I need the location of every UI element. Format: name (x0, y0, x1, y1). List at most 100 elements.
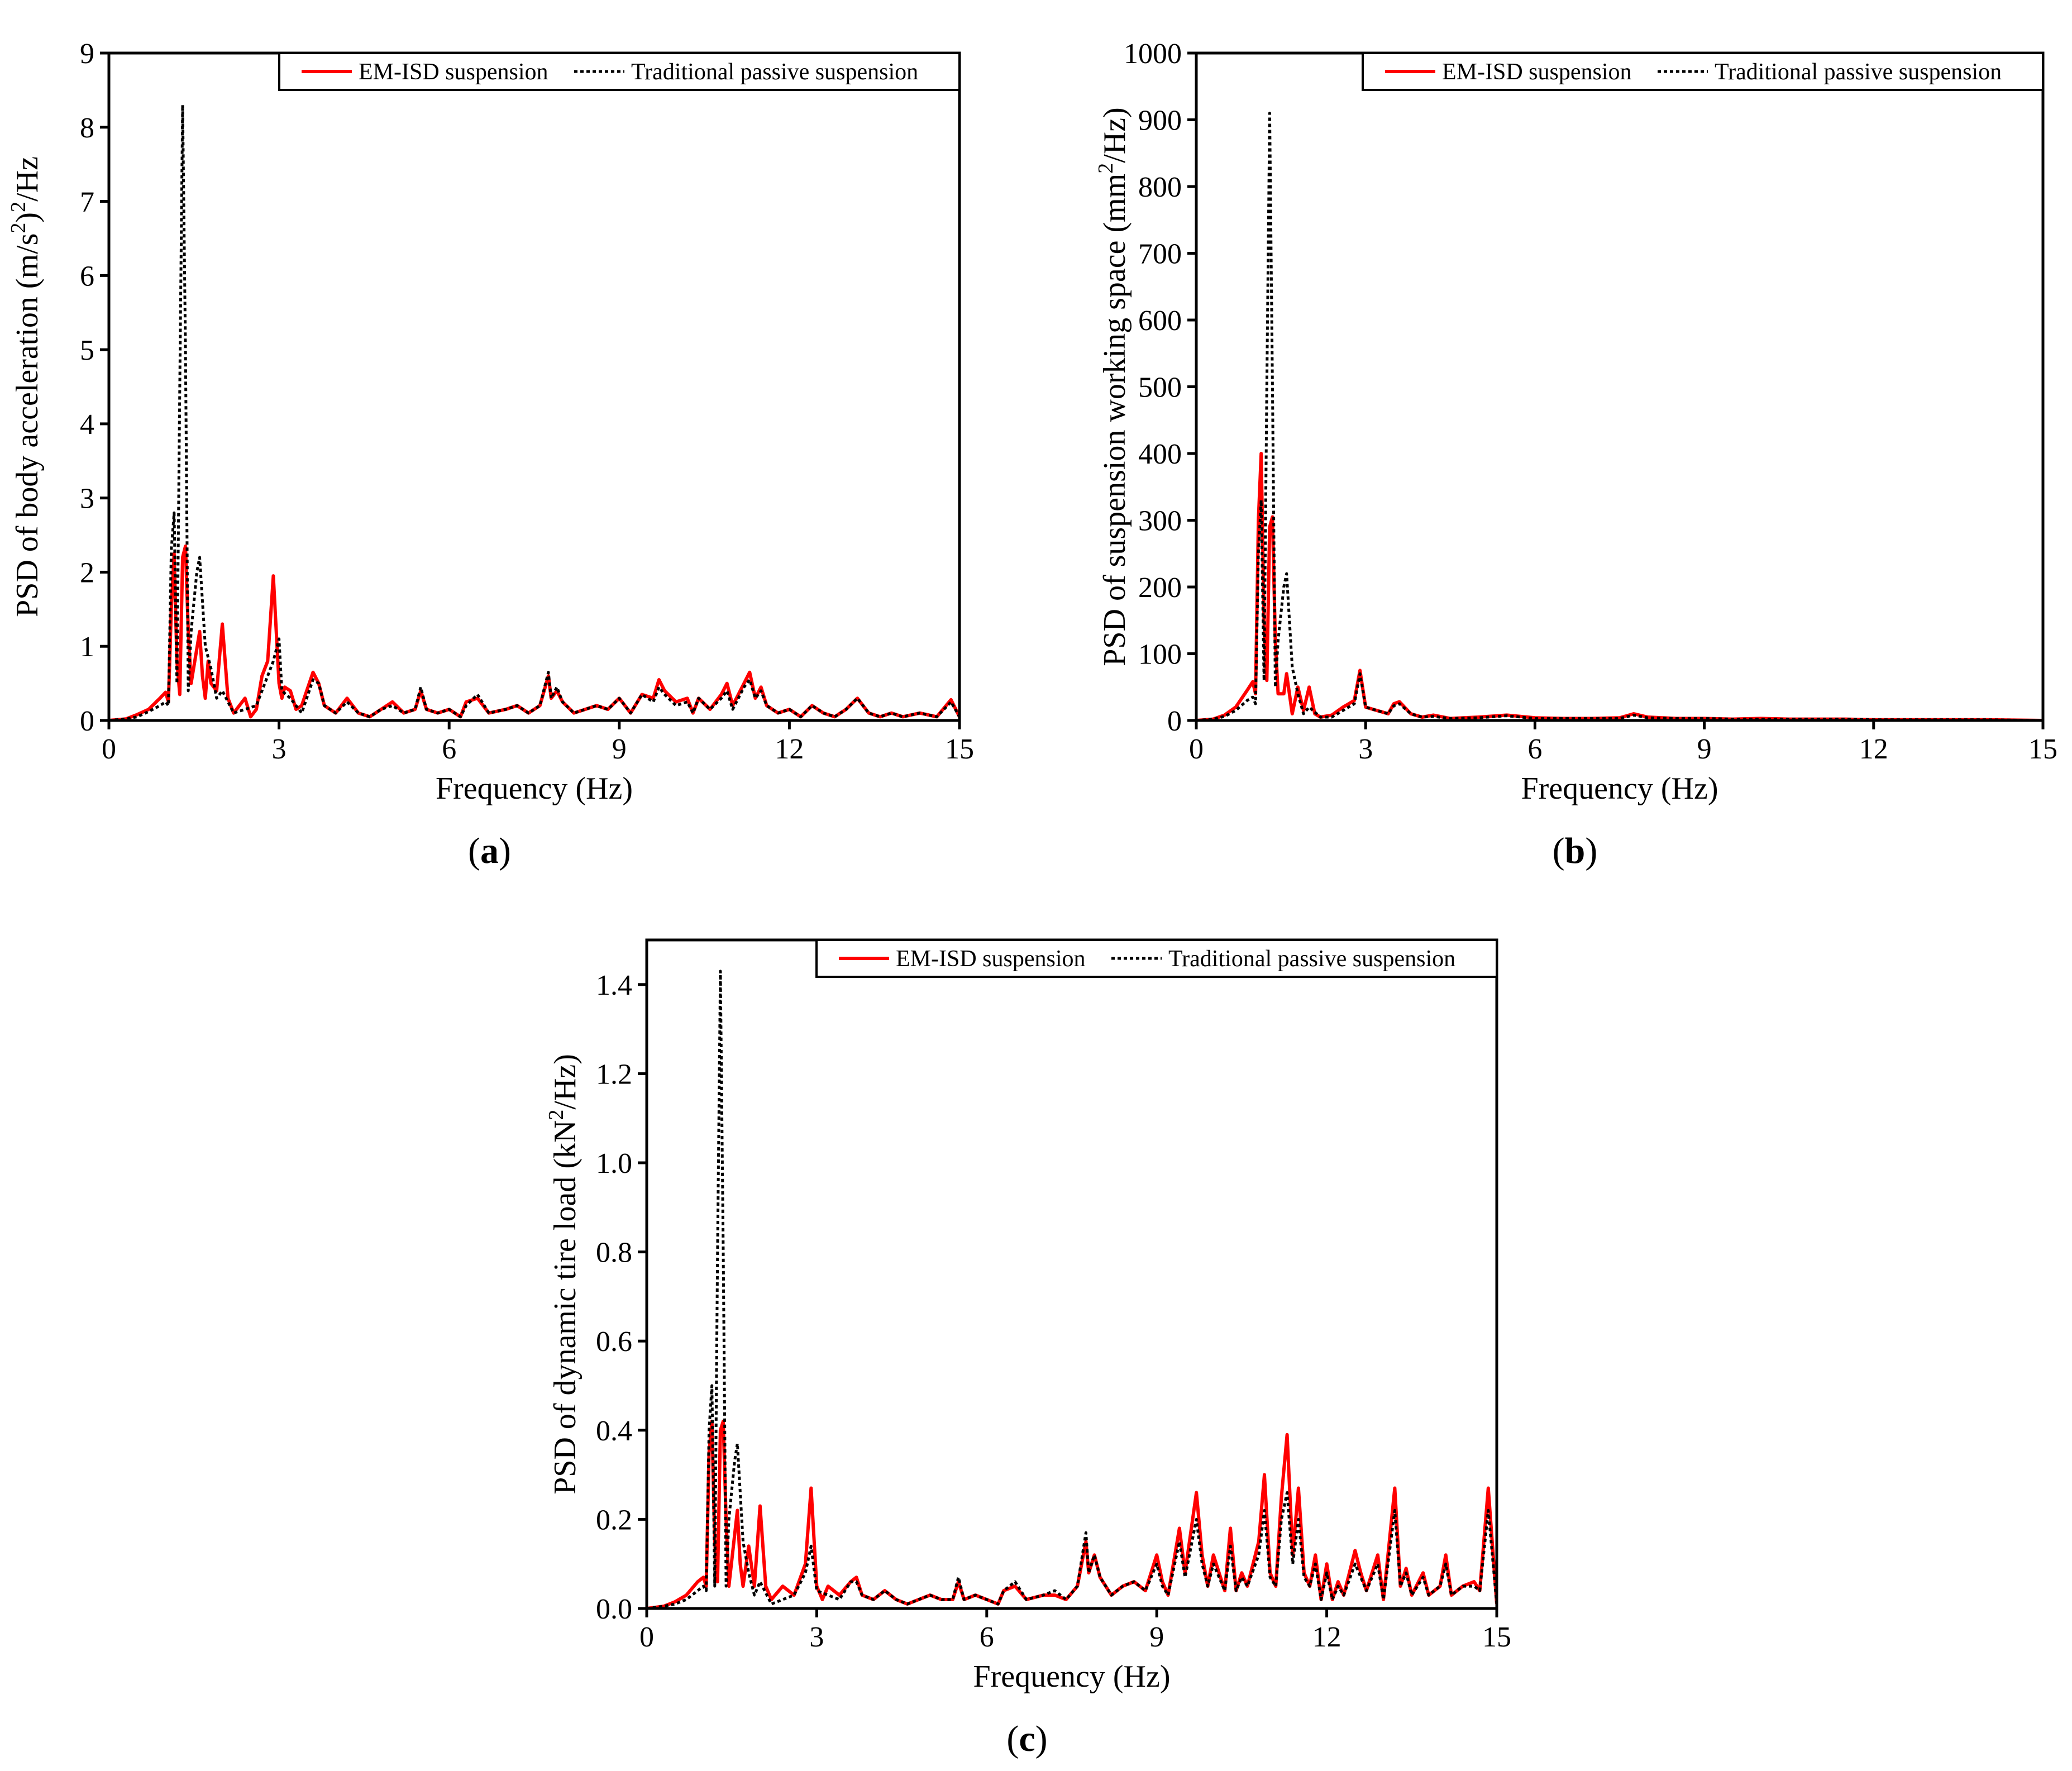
y-axis-title-part: ) (10, 212, 45, 223)
y-tick-label: 100 (1138, 639, 1182, 671)
x-tick-label: 0 (1189, 733, 1204, 765)
y-tick-label: 800 (1138, 171, 1182, 203)
x-axis-title: Frequency (Hz) (436, 771, 633, 806)
y-axis-title-part: /Hz) (1097, 107, 1132, 163)
panel-label-close: ) (1035, 1719, 1048, 1759)
y-tick-label: 600 (1138, 305, 1182, 337)
y-tick-label: 0.4 (596, 1415, 632, 1447)
y-axis-title-part: PSD of suspension working space (mm (1097, 174, 1132, 666)
x-axis-title: Frequency (Hz) (973, 1659, 1171, 1694)
series-group (1196, 112, 2043, 720)
y-tick-label: 2 (80, 557, 94, 589)
series-group (647, 970, 1497, 1608)
y-tick-label: 500 (1138, 372, 1182, 404)
y-tick-label: 1.0 (596, 1148, 632, 1180)
y-tick-label: 4 (80, 409, 94, 441)
y-tick-label: 400 (1138, 438, 1182, 470)
x-tick-label: 6 (1527, 733, 1542, 765)
plot-frame (645, 938, 1498, 1610)
x-tick-label: 3 (809, 1621, 824, 1653)
x-axis-title: Frequency (Hz) (1521, 771, 1718, 806)
y-axis-title: PSD of dynamic tire load (kN2​/Hz) (545, 1054, 583, 1495)
series-line-em-isd-suspension (109, 545, 959, 720)
x-tick-label: 6 (442, 733, 456, 765)
x-tick-label: 12 (1859, 733, 1888, 765)
y-tick-label: 700 (1138, 238, 1182, 270)
legend-label: Traditional passive suspension (631, 59, 918, 85)
x-tick-label: 15 (1482, 1621, 1511, 1653)
series-line-em-isd-suspension (647, 1419, 1497, 1608)
panel-label-open: ( (1553, 830, 1565, 871)
x-tick-label: 3 (272, 733, 287, 765)
x-tick-label: 9 (612, 733, 627, 765)
x-tick-label: 12 (775, 733, 804, 765)
chart-panel-c: 0 3 6 9 12 15 0.0 0.2 0.4 0.6 0.8 1.0 1.2 1.4 Frequenc… (545, 938, 1511, 1759)
panel-label: (b) (1553, 830, 1598, 871)
y-axis-title-part: PSD of body acceleration (m/s (10, 233, 45, 617)
y-axis-title-superscript: 2 (1094, 163, 1118, 174)
x-tick-label: 0 (102, 733, 116, 765)
y-tick-label: 6 (80, 260, 94, 292)
y-tick-label: 0 (1167, 705, 1182, 737)
y-tick-label: 3 (80, 483, 94, 515)
series-line-em-isd-suspension (1196, 452, 2043, 720)
y-tick-label: 1000 (1124, 38, 1182, 70)
plot-frame (1195, 51, 2045, 722)
y-axis-title: PSD of body acceleration (m/s2​)2​/Hz (7, 156, 45, 617)
panel-label: (a) (468, 830, 511, 871)
y-tick-label: 300 (1138, 505, 1182, 537)
legend-label: Traditional passive suspension (1168, 946, 1455, 972)
legend: EM-ISD suspension Traditional passive sus… (278, 52, 961, 91)
y-tick-label: 1.4 (596, 970, 632, 1001)
y-axis-title-part: /Hz) (548, 1054, 583, 1110)
legend-label: Traditional passive suspension (1715, 59, 2002, 85)
x-tick-label: 9 (1697, 733, 1712, 765)
panel-label-open: ( (468, 830, 480, 871)
y-tick-label: 0.6 (596, 1326, 632, 1358)
chart-panel-b: 0 3 6 9 12 15 0 100 200 300 400 500 600 700 800 900 1000… (1094, 38, 2057, 871)
plot-frame (107, 51, 961, 722)
series-line-traditional-passive-suspension (647, 970, 1497, 1608)
y-tick-label: 5 (80, 335, 94, 366)
y-axis-title-part: /Hz (10, 156, 45, 202)
y-tick-label: 0.8 (596, 1237, 632, 1269)
panel-label: (c) (1006, 1719, 1047, 1759)
x-tick-label: 9 (1149, 1621, 1164, 1653)
y-tick-label: 0 (80, 705, 94, 737)
series-group (109, 103, 959, 720)
x-tick-label: 0 (639, 1621, 654, 1653)
y-axis-title-superscript: 2 (7, 202, 30, 212)
legend-label: EM-ISD suspension (1442, 59, 1632, 85)
y-axis-title-superscript: 2 (7, 223, 30, 233)
y-tick-label: 200 (1138, 572, 1182, 604)
panel-label-letter: a (480, 830, 499, 871)
legend: EM-ISD suspension Traditional passive sus… (815, 939, 1498, 978)
y-tick-label: 7 (80, 187, 94, 218)
y-axis-title: PSD of suspension working space (mm2​/Hz… (1094, 107, 1132, 666)
legend: EM-ISD suspension Traditional passive sus… (1362, 52, 2044, 91)
panel-label-letter: b (1565, 830, 1586, 871)
y-axis-title-part: PSD of dynamic tire load (kN (548, 1120, 583, 1495)
x-tick-label: 6 (980, 1621, 994, 1653)
y-axis-title-superscript: 2 (545, 1110, 568, 1120)
panel-label-letter: c (1019, 1719, 1035, 1759)
y-tick-label: 0.2 (596, 1504, 632, 1536)
legend-label: EM-ISD suspension (359, 59, 548, 85)
y-tick-label: 0.0 (596, 1593, 632, 1625)
panel-label-close: ) (1585, 830, 1597, 871)
y-tick-label: 8 (80, 112, 94, 144)
y-tick-label: 900 (1138, 105, 1182, 137)
x-tick-label: 3 (1358, 733, 1373, 765)
panel-label-open: ( (1006, 1719, 1019, 1759)
x-tick-label: 12 (1312, 1621, 1341, 1653)
series-line-traditional-passive-suspension (1196, 112, 2043, 720)
y-tick-label: 9 (80, 38, 94, 70)
x-tick-label: 15 (2028, 733, 2057, 765)
panel-label-close: ) (499, 830, 511, 871)
x-tick-label: 15 (945, 733, 974, 765)
y-tick-label: 1.2 (596, 1058, 632, 1090)
series-line-traditional-passive-suspension (109, 103, 959, 720)
legend-label: EM-ISD suspension (896, 946, 1086, 972)
